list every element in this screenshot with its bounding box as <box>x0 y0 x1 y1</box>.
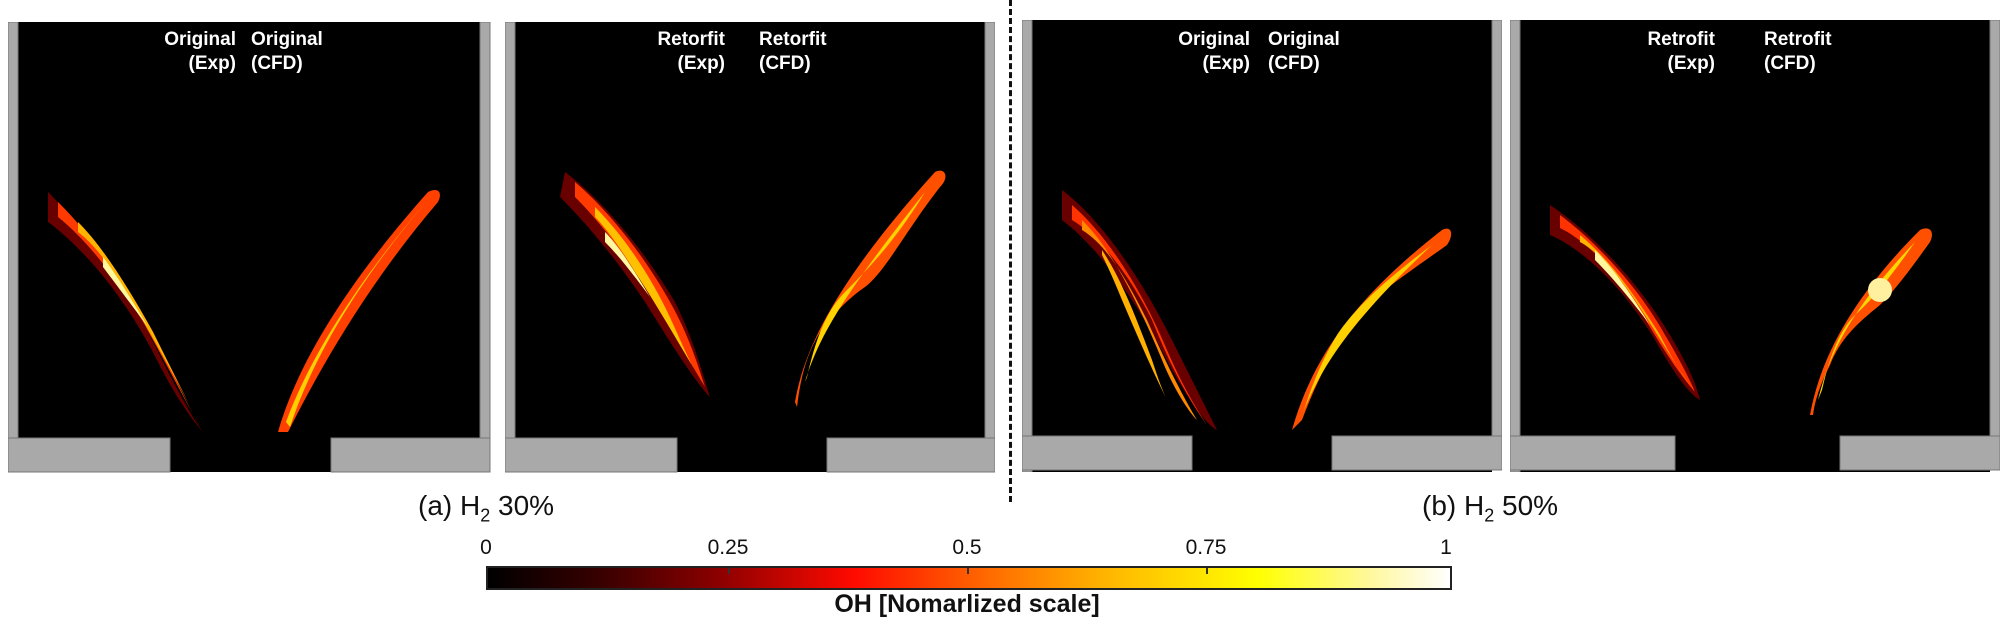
colorbar-tick-1: 1 <box>1440 536 1452 559</box>
colorbar-title: OH [Nomarlized scale] <box>834 590 1100 618</box>
caption-a: (a) H2 30% <box>418 490 555 526</box>
colorbar-tick-05: 0.5 <box>952 536 982 559</box>
flame-image-a-original <box>8 22 498 474</box>
flame-image-a-retrofit <box>505 22 995 474</box>
panel-a-original-exp-label: Original (Exp) <box>164 29 236 74</box>
colorbar-tick-025: 0.25 <box>707 536 749 559</box>
panel-a-retrofit-exp-label: Retorfit (Exp) <box>657 29 725 74</box>
panel-a-retrofit-cfd-label: Retorfit (CFD) <box>759 29 827 74</box>
dashed-divider <box>1009 0 1012 502</box>
panel-b-retrofit-cfd-label: Retrofit (CFD) <box>1764 29 1832 74</box>
flame-image-b-retrofit <box>1510 20 2000 472</box>
panel-b-original-cfd-label: Original (CFD) <box>1268 29 1340 74</box>
colorbar-tick-075: 0.75 <box>1185 536 1227 559</box>
colorbar <box>486 566 1452 590</box>
caption-b: (b) H2 50% <box>1422 490 1559 526</box>
panel-b-original-exp-label: Original (Exp) <box>1178 29 1250 74</box>
panel-a-original: Original (Exp) Original (CFD) <box>8 22 498 474</box>
panel-b-original: Original (Exp) Original (CFD) <box>1022 20 1502 472</box>
colorbar-tick-0: 0 <box>480 536 492 559</box>
flame-image-b-original <box>1022 20 1502 472</box>
colorbar-tickmark <box>1206 568 1208 574</box>
panel-a-original-cfd-label: Original (CFD) <box>251 29 323 74</box>
colorbar-tickmark <box>728 568 730 574</box>
panel-a-retrofit: Retorfit (Exp) Retorfit (CFD) <box>505 22 995 474</box>
panel-b-retrofit-exp-label: Retrofit (Exp) <box>1647 29 1715 74</box>
panel-b-retrofit: Retrofit (Exp) Retrofit (CFD) <box>1510 20 2000 472</box>
colorbar-tickmark <box>967 568 969 574</box>
